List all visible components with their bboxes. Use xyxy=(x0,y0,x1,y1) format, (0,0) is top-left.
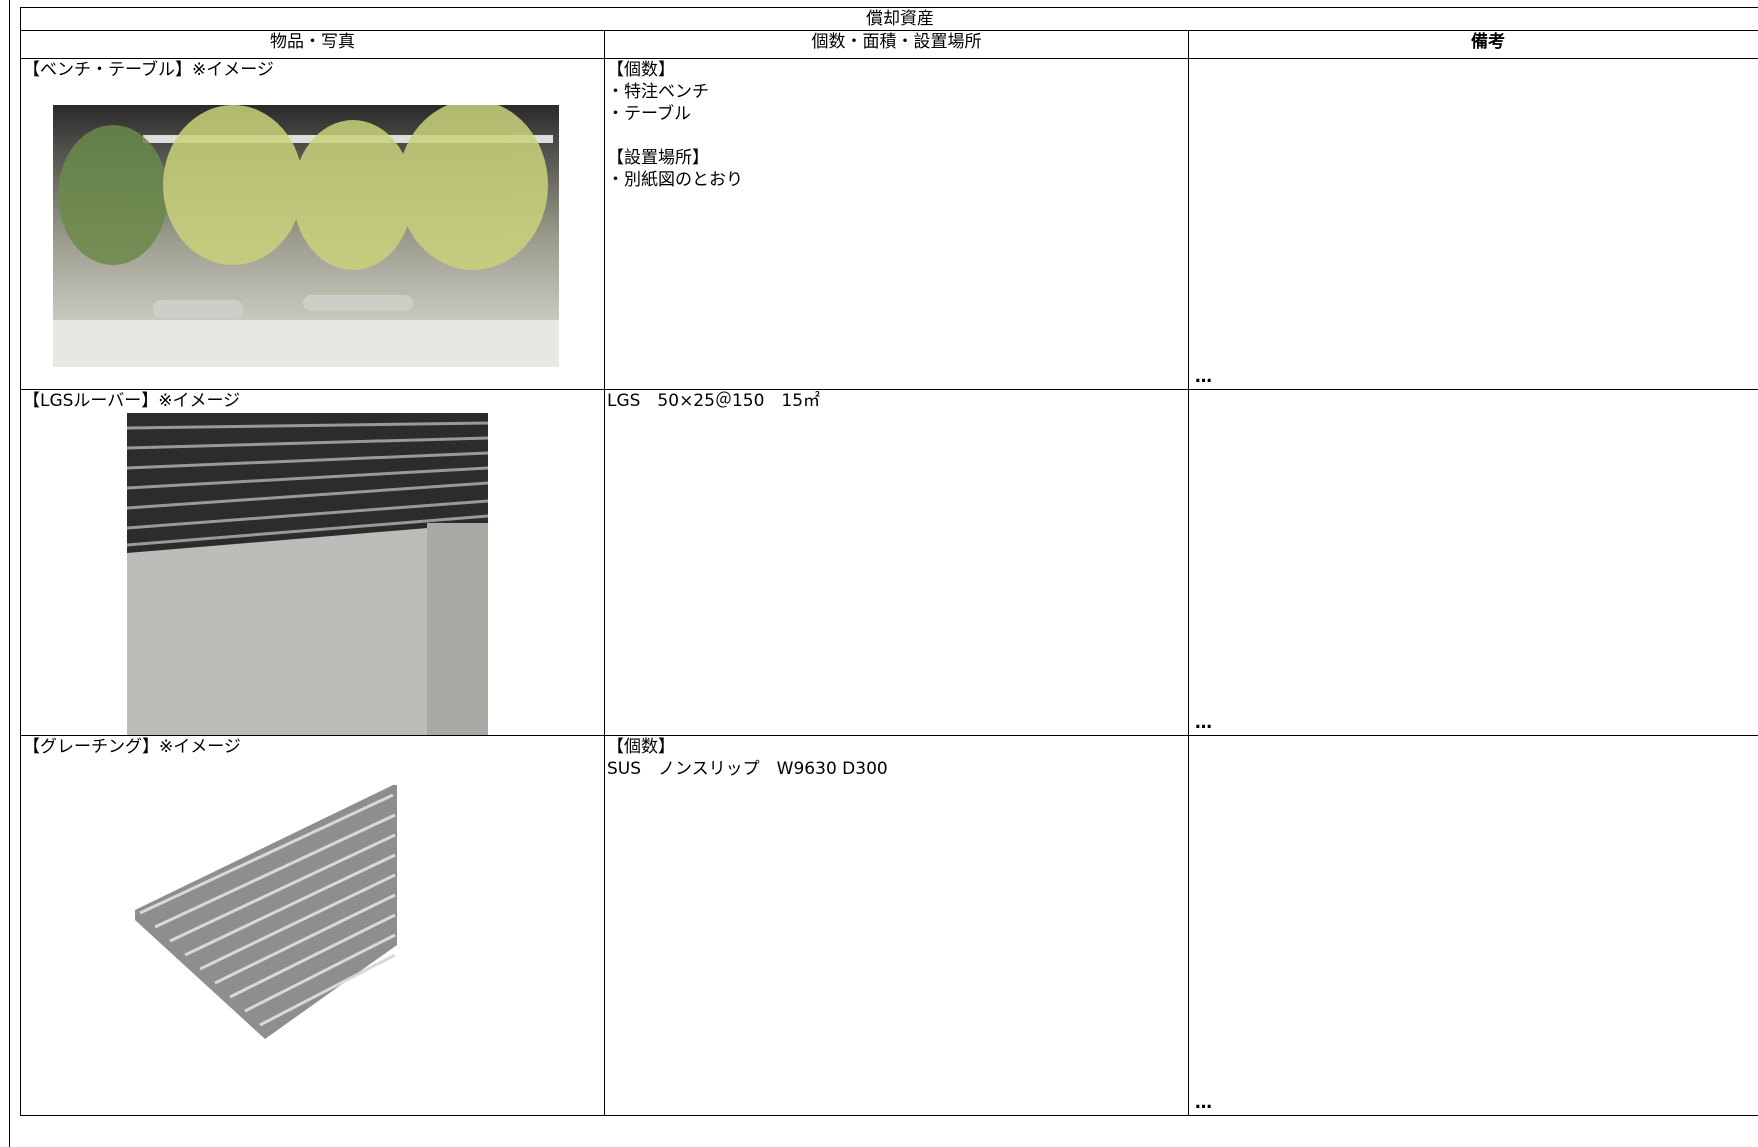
column-header: 物品・写真 xyxy=(20,30,605,59)
photo-bench-table xyxy=(53,105,559,367)
detail-line: SUS ノンスリップ W9630 D300 xyxy=(607,759,888,779)
cell: … xyxy=(1188,58,1758,390)
detail-block: LGS 50×25＠150 15㎡ xyxy=(607,390,820,412)
item-name: 【ベンチ・テーブル】※イメージ xyxy=(23,60,274,80)
detail-line: ・特注ベンチ xyxy=(607,82,709,102)
cell: LGS 50×25＠150 15㎡ xyxy=(604,389,1189,736)
cell: … xyxy=(1188,389,1758,736)
remarks: … xyxy=(1195,713,1212,733)
details: 【個数】 ・特注ベンチ ・テーブル【設置場所】 ・別紙図のとおり xyxy=(607,59,743,213)
cell: … xyxy=(1188,735,1758,1116)
photo-lgs-louver xyxy=(127,413,488,735)
detail-block: 【設置場所】 ・別紙図のとおり xyxy=(607,147,743,191)
detail-block: 【個数】 ・特注ベンチ ・テーブル xyxy=(607,59,743,125)
detail-line: 【設置場所】 xyxy=(607,148,709,168)
details: LGS 50×25＠150 15㎡ xyxy=(607,390,820,434)
item-name: 【グレーチング】※イメージ xyxy=(23,737,241,757)
page-left-border xyxy=(9,0,10,1147)
item-name: 【LGSルーバー】※イメージ xyxy=(23,391,241,411)
detail-line: 【個数】 xyxy=(607,60,675,80)
column-header: 個数・面積・設置場所 xyxy=(604,30,1189,59)
detail-line: 【個数】 xyxy=(607,737,675,757)
group-header: 償却資産 xyxy=(20,7,1758,31)
cell: 【個数】 SUS ノンスリップ W9630 D300 xyxy=(604,735,1189,1116)
detail-block: 【個数】 SUS ノンスリップ W9630 D300 xyxy=(607,736,888,780)
column-header: 備考 xyxy=(1188,30,1758,59)
photo-grating xyxy=(135,785,397,1039)
detail-line: ・別紙図のとおり xyxy=(607,170,743,190)
remarks: … xyxy=(1195,1093,1212,1113)
detail-line: LGS 50×25＠150 15㎡ xyxy=(607,391,821,411)
details: 【個数】 SUS ノンスリップ W9630 D300 xyxy=(607,736,888,802)
detail-line: ・テーブル xyxy=(607,104,691,124)
remarks: … xyxy=(1195,367,1212,387)
cell: 【個数】 ・特注ベンチ ・テーブル【設置場所】 ・別紙図のとおり xyxy=(604,58,1189,390)
